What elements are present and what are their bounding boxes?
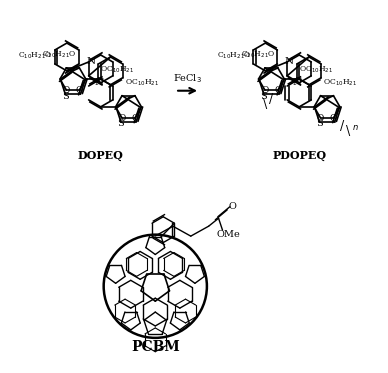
Text: C$_{10}$H$_{21}$O: C$_{10}$H$_{21}$O bbox=[241, 50, 275, 60]
Text: O: O bbox=[317, 113, 324, 122]
Text: O: O bbox=[330, 113, 337, 122]
Text: /: / bbox=[340, 120, 345, 134]
Text: O: O bbox=[131, 113, 139, 122]
Text: N: N bbox=[94, 78, 103, 87]
Text: PDOPEQ: PDOPEQ bbox=[272, 150, 326, 161]
Text: /: / bbox=[269, 93, 273, 106]
Text: N: N bbox=[285, 57, 294, 66]
Text: O: O bbox=[76, 86, 83, 95]
Text: N: N bbox=[86, 57, 95, 66]
Text: OC$_{10}$H$_{21}$: OC$_{10}$H$_{21}$ bbox=[100, 65, 135, 75]
Text: S: S bbox=[260, 92, 267, 101]
Text: C$_{10}$H$_{21}$O: C$_{10}$H$_{21}$O bbox=[18, 51, 53, 61]
Text: C$_{10}$H$_{21}$O: C$_{10}$H$_{21}$O bbox=[42, 50, 77, 60]
Text: S: S bbox=[316, 119, 323, 128]
Text: O: O bbox=[63, 86, 70, 95]
Text: C$_{10}$H$_{21}$O: C$_{10}$H$_{21}$O bbox=[217, 51, 251, 61]
Text: N: N bbox=[293, 78, 302, 87]
Text: OC$_{10}$H$_{21}$: OC$_{10}$H$_{21}$ bbox=[299, 65, 333, 75]
Text: DOPEQ: DOPEQ bbox=[78, 150, 124, 161]
Text: OC$_{10}$H$_{21}$: OC$_{10}$H$_{21}$ bbox=[125, 78, 159, 88]
Text: O: O bbox=[118, 113, 126, 122]
Text: O: O bbox=[274, 86, 282, 95]
Text: OC$_{10}$H$_{21}$: OC$_{10}$H$_{21}$ bbox=[323, 78, 357, 88]
Text: S: S bbox=[62, 92, 69, 101]
Text: PCBM: PCBM bbox=[131, 340, 180, 354]
Text: O: O bbox=[229, 202, 236, 211]
Text: OMe: OMe bbox=[217, 230, 240, 239]
Text: O: O bbox=[261, 86, 268, 95]
Text: \: \ bbox=[346, 125, 351, 138]
Text: FeCl$_3$: FeCl$_3$ bbox=[173, 72, 201, 85]
Text: \: \ bbox=[263, 98, 267, 111]
Text: S: S bbox=[118, 119, 124, 128]
Text: $n$: $n$ bbox=[352, 123, 359, 132]
